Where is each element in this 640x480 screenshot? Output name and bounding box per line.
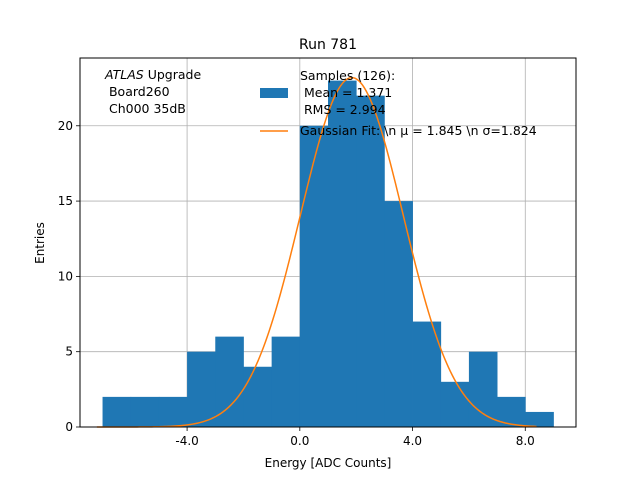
legend-fit-label: Gaussian Fit: \n μ = 1.845 \n σ=1.824	[300, 123, 537, 138]
histogram-bar	[102, 396, 132, 427]
x-tick-label: 0.0	[290, 434, 309, 448]
histogram-bar	[468, 351, 498, 427]
legend-samples-line-3: RMS = 2.994	[300, 102, 386, 117]
atlas-annotation: ATLAS Upgrade Board260 Ch000 35dB	[104, 67, 201, 116]
annotation-line-3: Ch000 35dB	[105, 101, 186, 116]
histogram-bar	[525, 411, 554, 427]
y-tick-label: 20	[58, 119, 73, 133]
y-tick-label: 0	[65, 420, 73, 434]
legend-samples-line-2: Mean = 1.371	[300, 85, 392, 100]
histogram-bars	[102, 80, 554, 428]
annotation-line-2: Board260	[105, 84, 170, 99]
y-axis-label: Entries	[33, 222, 47, 264]
histogram-bar	[187, 351, 216, 427]
histogram-bar	[271, 336, 301, 427]
y-tick-label: 15	[58, 194, 73, 208]
y-tick-label: 10	[58, 269, 73, 283]
histogram-bar	[384, 201, 413, 427]
histogram-bar	[356, 95, 385, 427]
histogram-bar	[215, 336, 244, 427]
annotation-line-1: ATLAS Upgrade	[104, 67, 201, 82]
y-tick-label: 5	[65, 345, 73, 359]
ticks-layer: -4.0 0.0 4.0 8.0 0 5 10 15 20	[58, 119, 535, 448]
histogram-bar	[158, 396, 188, 427]
histogram-bar	[243, 366, 273, 427]
x-axis-label: Energy [ADC Counts]	[265, 456, 392, 470]
x-tick-label: -4.0	[175, 434, 198, 448]
legend: Samples (126): Mean = 1.371 RMS = 2.994 …	[260, 68, 537, 138]
histogram-bar	[130, 396, 160, 427]
x-tick-label: 8.0	[516, 434, 535, 448]
histogram-bar	[328, 80, 357, 428]
histogram-bar	[440, 381, 470, 427]
annotation-atlas: ATLAS	[104, 67, 144, 82]
chart-title: Run 781	[299, 37, 357, 53]
x-tick-label: 4.0	[403, 434, 422, 448]
legend-patch-samples	[260, 88, 288, 98]
gaussian-fit-curve	[96, 76, 537, 428]
legend-samples-line-1: Samples (126):	[300, 68, 395, 83]
histogram-bar	[299, 125, 329, 427]
gaussian-fit-layer	[96, 76, 537, 428]
annotation-upgrade: Upgrade	[144, 67, 202, 82]
plot-frame	[79, 57, 577, 428]
histogram-bar	[412, 321, 442, 427]
